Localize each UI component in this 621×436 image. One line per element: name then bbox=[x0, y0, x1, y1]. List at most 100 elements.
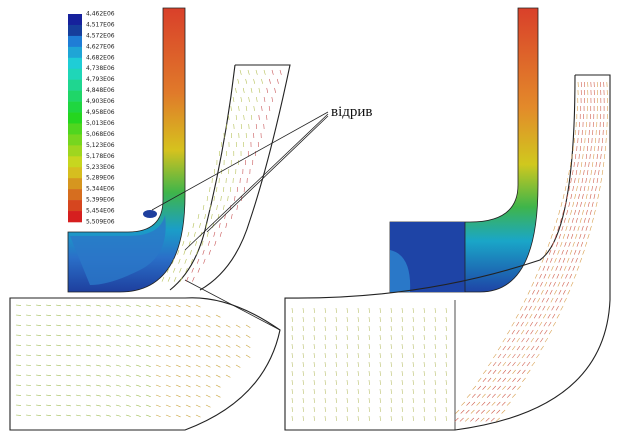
vector bbox=[602, 170, 603, 175]
vector bbox=[196, 345, 201, 347]
legend-swatch bbox=[68, 123, 82, 134]
vector bbox=[575, 234, 577, 239]
vector bbox=[156, 345, 161, 347]
vector bbox=[472, 402, 475, 406]
legend-label: 5,509E06 bbox=[86, 219, 115, 226]
vector bbox=[508, 362, 511, 366]
vector bbox=[176, 305, 181, 307]
vector bbox=[314, 344, 315, 349]
vector bbox=[96, 325, 101, 326]
vector bbox=[586, 226, 588, 231]
vector bbox=[566, 250, 568, 255]
vector bbox=[567, 258, 569, 263]
vector bbox=[126, 315, 131, 316]
vector bbox=[424, 389, 425, 394]
vector bbox=[216, 365, 220, 367]
vector bbox=[228, 115, 229, 120]
vector bbox=[369, 344, 370, 349]
vector bbox=[303, 308, 304, 313]
vector bbox=[216, 335, 220, 337]
vector bbox=[435, 326, 436, 331]
legend-label: 4,903E06 bbox=[86, 98, 115, 105]
vector bbox=[503, 354, 506, 358]
legend-swatch bbox=[68, 134, 82, 145]
vector bbox=[517, 354, 520, 358]
vector bbox=[548, 314, 551, 318]
vector bbox=[588, 186, 589, 191]
vector bbox=[487, 386, 490, 390]
vector bbox=[579, 234, 581, 239]
vector bbox=[96, 315, 101, 316]
vector bbox=[66, 315, 71, 316]
vector bbox=[576, 258, 578, 263]
vector bbox=[196, 335, 201, 337]
vector bbox=[166, 335, 171, 337]
vector bbox=[584, 202, 585, 207]
vector bbox=[547, 306, 549, 310]
vector bbox=[237, 205, 238, 210]
vector bbox=[86, 415, 91, 416]
vector bbox=[347, 407, 348, 412]
vector bbox=[582, 178, 583, 183]
vector bbox=[216, 375, 220, 377]
vector bbox=[541, 346, 544, 350]
vector bbox=[36, 395, 41, 396]
vector bbox=[136, 375, 141, 377]
vector bbox=[347, 344, 348, 349]
vector bbox=[86, 305, 91, 306]
vector bbox=[466, 410, 470, 414]
vector bbox=[66, 335, 71, 336]
legend-label: 5,068E06 bbox=[86, 131, 115, 138]
vector bbox=[512, 330, 515, 334]
vector bbox=[325, 371, 326, 376]
vector bbox=[272, 70, 273, 75]
vector bbox=[325, 407, 326, 412]
vector bbox=[402, 308, 403, 313]
vector bbox=[540, 282, 542, 286]
legend-swatch bbox=[68, 14, 82, 25]
vector bbox=[446, 335, 447, 340]
vector bbox=[565, 242, 567, 247]
vector bbox=[559, 234, 561, 239]
vector bbox=[512, 394, 515, 398]
vector bbox=[176, 375, 181, 377]
vector bbox=[522, 338, 525, 342]
vector bbox=[86, 375, 91, 376]
legend-label: 4,627E06 bbox=[86, 43, 115, 50]
vector bbox=[256, 70, 257, 75]
vector bbox=[176, 365, 181, 367]
vector bbox=[347, 335, 348, 340]
vector bbox=[192, 268, 194, 273]
vector bbox=[116, 375, 121, 376]
vector bbox=[206, 345, 210, 347]
vector bbox=[66, 385, 71, 386]
vector bbox=[146, 335, 151, 337]
vector bbox=[380, 389, 381, 394]
vector bbox=[597, 178, 598, 183]
vector bbox=[136, 335, 141, 337]
vector bbox=[36, 305, 41, 306]
legend-swatch bbox=[68, 25, 82, 36]
vector bbox=[156, 405, 161, 407]
vector bbox=[446, 407, 447, 412]
vector bbox=[146, 365, 151, 367]
vector bbox=[303, 416, 304, 421]
vector bbox=[380, 344, 381, 349]
vector bbox=[563, 234, 565, 239]
vector bbox=[546, 258, 548, 263]
vector bbox=[583, 250, 585, 255]
vector bbox=[206, 325, 210, 327]
vector bbox=[146, 375, 151, 377]
vector bbox=[186, 375, 191, 377]
vector bbox=[391, 416, 392, 421]
vector bbox=[26, 325, 31, 326]
vector bbox=[76, 405, 81, 406]
vector bbox=[580, 258, 582, 263]
vector bbox=[561, 202, 562, 207]
vector bbox=[571, 194, 572, 199]
vector bbox=[56, 335, 61, 336]
vector bbox=[249, 97, 250, 102]
vector bbox=[26, 405, 31, 406]
vector bbox=[512, 346, 515, 350]
vector bbox=[461, 410, 465, 414]
